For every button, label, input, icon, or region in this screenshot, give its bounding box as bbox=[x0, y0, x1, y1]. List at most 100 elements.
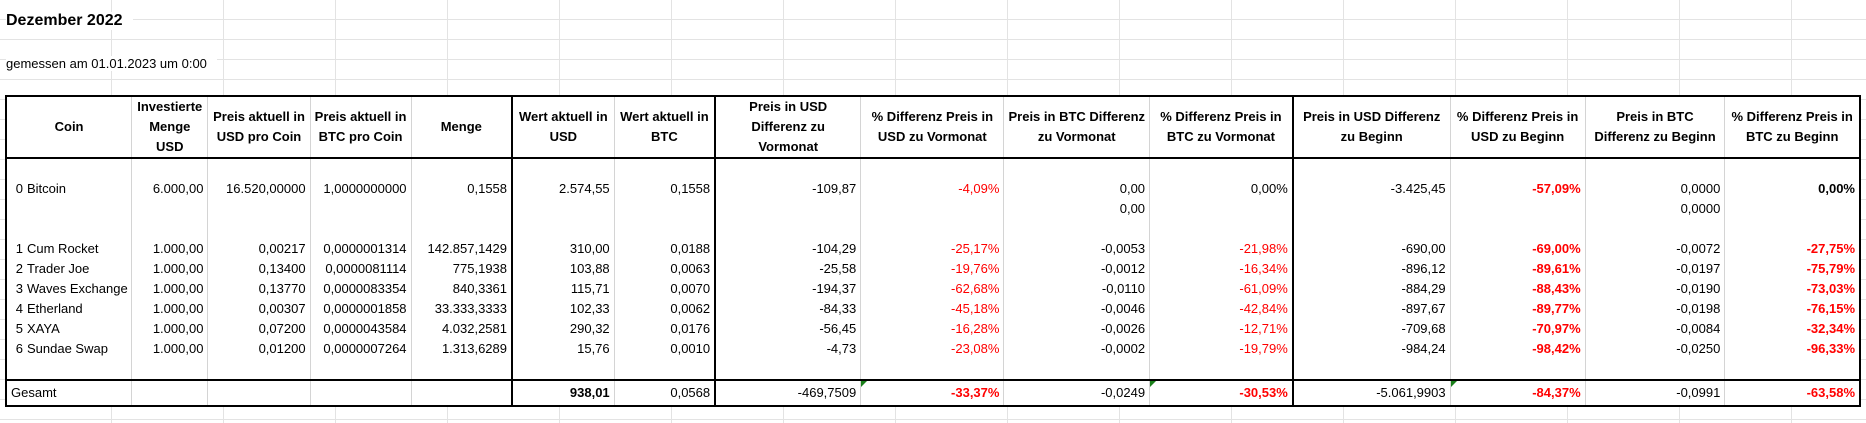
cell-usd-diff-start[interactable]: -896,12 bbox=[1291, 259, 1451, 279]
cell-pct-usd-start[interactable]: -69,00% bbox=[1449, 239, 1586, 259]
header-cell[interactable]: Investierte Menge USD bbox=[131, 95, 209, 159]
header-cell[interactable]: Preis aktuell in BTC pro Coin bbox=[309, 95, 412, 159]
cell-btc-diff-prev[interactable]: -0,0046 bbox=[1003, 299, 1151, 319]
cell-amount[interactable]: 142.857,1429 bbox=[410, 239, 513, 259]
cell-btc-diff-prev[interactable]: -0,0053 bbox=[1003, 239, 1151, 259]
cell-usd-diff-start[interactable]: -984,24 bbox=[1291, 339, 1451, 359]
cell-pct-btc-start[interactable]: 0,00% bbox=[1724, 179, 1862, 199]
cell-pct-btc-prev[interactable]: -61,09% bbox=[1149, 279, 1294, 299]
cell-usd-diff-start[interactable]: -884,29 bbox=[1291, 279, 1451, 299]
cell-usd-diff-start[interactable]: -897,67 bbox=[1291, 299, 1451, 319]
cell-pct-usd-start[interactable]: -98,42% bbox=[1449, 339, 1586, 359]
cell-price-btc[interactable]: 0,0000007264 bbox=[309, 339, 412, 359]
total-usd-diff-start[interactable]: -5.061,9903 bbox=[1291, 379, 1451, 407]
cell-value-usd[interactable]: 2.574,55 bbox=[511, 179, 615, 199]
cell-value-btc[interactable]: 0,0176 bbox=[613, 319, 716, 339]
cell-invested-usd[interactable]: 1.000,00 bbox=[131, 299, 209, 319]
cell-amount[interactable]: 840,3361 bbox=[410, 279, 513, 299]
cell-usd-diff-prev[interactable]: -84,33 bbox=[714, 299, 862, 319]
header-cell[interactable]: % Differenz Preis in BTC zu Vormonat bbox=[1149, 95, 1294, 159]
header-cell[interactable]: % Differenz Preis in USD zu Beginn bbox=[1449, 95, 1586, 159]
cell-pct-btc-start[interactable]: -27,75% bbox=[1724, 239, 1862, 259]
cell-btc-diff-start[interactable]: -0,0197 bbox=[1584, 259, 1726, 279]
cell-pct-usd-prev[interactable]: -62,68% bbox=[860, 279, 1005, 299]
cell-usd-diff-prev[interactable]: -109,87 bbox=[714, 179, 862, 199]
header-cell[interactable]: Wert aktuell in USD bbox=[511, 95, 615, 159]
cell-price-usd[interactable]: 0,01200 bbox=[207, 339, 311, 359]
cell-invested-usd[interactable]: 1.000,00 bbox=[131, 259, 209, 279]
cell-amount[interactable]: 1.313,6289 bbox=[410, 339, 513, 359]
header-cell[interactable]: Preis in USD Differenz zu Beginn bbox=[1291, 95, 1451, 159]
cell-price-usd[interactable]: 0,13770 bbox=[207, 279, 311, 299]
cell-invested-usd[interactable]: 6.000,00 bbox=[131, 179, 209, 199]
cell-pct-usd-start[interactable]: -89,77% bbox=[1449, 299, 1586, 319]
total-btc-diff-start[interactable]: -0,0991 bbox=[1584, 379, 1726, 407]
cell-pct-btc-start[interactable]: -75,79% bbox=[1724, 259, 1862, 279]
cell-btc-diff-prev[interactable]: -0,0012 bbox=[1003, 259, 1151, 279]
cell-pct-usd-prev[interactable]: -4,09% bbox=[860, 179, 1005, 199]
cell-pct-usd-prev[interactable]: -23,08% bbox=[860, 339, 1005, 359]
cell-price-btc[interactable]: 0,0000083354 bbox=[309, 279, 412, 299]
cell-amount[interactable]: 775,1938 bbox=[410, 259, 513, 279]
cell-btc-diff-start[interactable]: 0,0000 bbox=[1584, 179, 1726, 199]
cell-btc-diff-start[interactable]: -0,0190 bbox=[1584, 279, 1726, 299]
header-cell[interactable]: Preis in USD Differenz zu Vormonat bbox=[714, 95, 862, 159]
cell-price-usd[interactable]: 0,13400 bbox=[207, 259, 311, 279]
cell-pct-btc-prev[interactable]: -21,98% bbox=[1149, 239, 1294, 259]
cell-btc-diff-start[interactable]: -0,0072 bbox=[1584, 239, 1726, 259]
cell-usd-diff-prev[interactable]: -104,29 bbox=[714, 239, 862, 259]
cell-amount[interactable]: 0,1558 bbox=[410, 179, 513, 199]
cell-value-usd[interactable]: 290,32 bbox=[511, 319, 615, 339]
cell-price-usd[interactable]: 16.520,00000 bbox=[207, 179, 311, 199]
cell-usd-diff-prev[interactable]: -25,58 bbox=[714, 259, 862, 279]
cell-price-usd[interactable]: 0,00307 bbox=[207, 299, 311, 319]
cell-pct-btc-prev[interactable]: 0,00% bbox=[1149, 179, 1294, 199]
cell-price-usd[interactable]: 0,00217 bbox=[207, 239, 311, 259]
cell-amount[interactable]: 4.032,2581 bbox=[410, 319, 513, 339]
cell-pct-usd-prev[interactable]: -19,76% bbox=[860, 259, 1005, 279]
cell-amount[interactable]: 33.333,3333 bbox=[410, 299, 513, 319]
total-btc-diff-prev[interactable]: -0,0249 bbox=[1003, 379, 1151, 407]
header-cell[interactable]: Preis in BTC Differenz zu Beginn bbox=[1584, 95, 1726, 159]
cell-usd-diff-prev[interactable]: -56,45 bbox=[714, 319, 862, 339]
cell-usd-diff-prev[interactable]: -194,37 bbox=[714, 279, 862, 299]
cell-value-btc[interactable]: 0,0063 bbox=[613, 259, 716, 279]
cell-btc-diff-start[interactable]: -0,0084 bbox=[1584, 319, 1726, 339]
cell-pct-usd-prev[interactable]: -45,18% bbox=[860, 299, 1005, 319]
cell-value-btc[interactable]: 0,0062 bbox=[613, 299, 716, 319]
cell-btc-diff-prev[interactable]: -0,0026 bbox=[1003, 319, 1151, 339]
total-value-btc[interactable]: 0,0568 bbox=[613, 379, 716, 407]
cell-pct-btc-prev[interactable]: -16,34% bbox=[1149, 259, 1294, 279]
coin-cell[interactable]: 5 XAYA bbox=[5, 319, 133, 339]
total-pct-usd-start[interactable]: -84,37% bbox=[1449, 379, 1586, 407]
header-cell[interactable]: % Differenz Preis in USD zu Vormonat bbox=[860, 95, 1005, 159]
cell-value-btc[interactable]: 0,1558 bbox=[613, 179, 716, 199]
cell-price-btc[interactable]: 0,0000081114 bbox=[309, 259, 412, 279]
cell-invested-usd[interactable]: 1.000,00 bbox=[131, 239, 209, 259]
cell-price-btc[interactable]: 0,0000043584 bbox=[309, 319, 412, 339]
coin-cell[interactable]: 3 Waves Exchange bbox=[5, 279, 133, 299]
coin-cell[interactable]: 6 Sundae Swap bbox=[5, 339, 133, 359]
cell-value-usd[interactable]: 310,00 bbox=[511, 239, 615, 259]
cell-usd-diff-start[interactable]: -3.425,45 bbox=[1291, 179, 1451, 199]
cell-value-btc[interactable]: 0,0188 bbox=[613, 239, 716, 259]
cell-pct-btc-start[interactable]: -32,34% bbox=[1724, 319, 1862, 339]
cell-pct-btc-start[interactable]: -96,33% bbox=[1724, 339, 1862, 359]
coin-cell[interactable]: 2 Trader Joe bbox=[5, 259, 133, 279]
total-value-usd[interactable]: 938,01 bbox=[511, 379, 615, 407]
cell-btc-diff-start-extra[interactable]: 0,0000 bbox=[1584, 199, 1726, 219]
header-cell[interactable]: Coin bbox=[5, 95, 133, 159]
cell-pct-btc-start[interactable]: -76,15% bbox=[1724, 299, 1862, 319]
coin-cell[interactable]: 1 Cum Rocket bbox=[5, 239, 133, 259]
cell-value-usd[interactable]: 15,76 bbox=[511, 339, 615, 359]
cell-value-usd[interactable]: 102,33 bbox=[511, 299, 615, 319]
cell-price-btc[interactable]: 1,0000000000 bbox=[309, 179, 412, 199]
coin-cell[interactable]: 4 Etherland bbox=[5, 299, 133, 319]
total-usd-diff-prev[interactable]: -469,7509 bbox=[714, 379, 862, 407]
cell-price-btc[interactable]: 0,0000001858 bbox=[309, 299, 412, 319]
cell-pct-btc-prev[interactable]: -42,84% bbox=[1149, 299, 1294, 319]
cell-pct-btc-prev[interactable]: -19,79% bbox=[1149, 339, 1294, 359]
cell-btc-diff-prev[interactable]: 0,00 bbox=[1003, 179, 1151, 199]
cell-btc-diff-start[interactable]: -0,0198 bbox=[1584, 299, 1726, 319]
coin-cell[interactable]: 0 Bitcoin bbox=[5, 179, 133, 199]
